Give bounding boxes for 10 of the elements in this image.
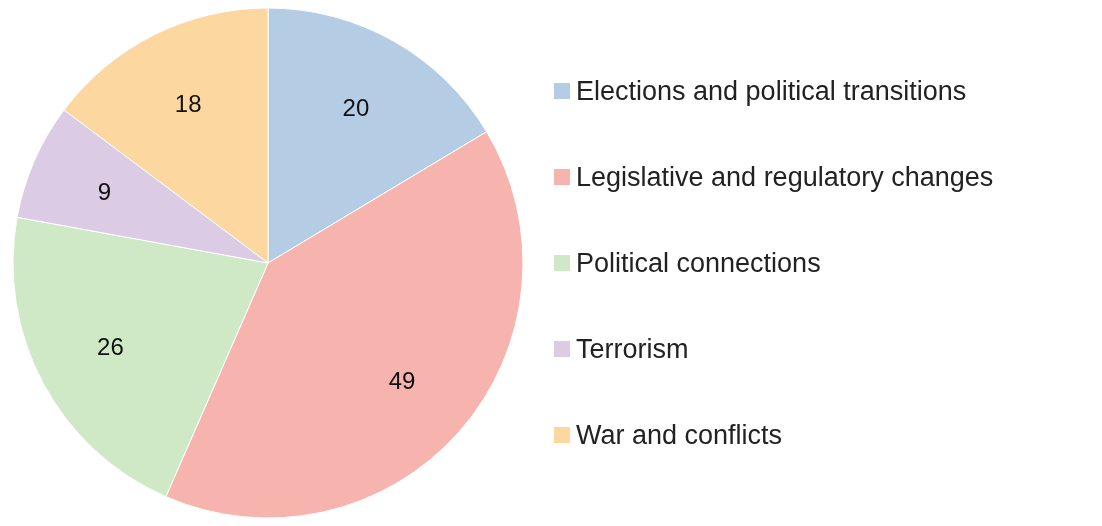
legend-label: Political connections	[576, 247, 821, 279]
data-label: 20	[342, 94, 370, 122]
legend-label: Elections and political transitions	[576, 75, 967, 107]
data-label: 49	[388, 367, 416, 395]
data-label: 18	[174, 89, 202, 117]
legend-label: Terrorism	[576, 333, 689, 365]
data-label: 9	[97, 178, 112, 206]
legend-label: Legislative and regulatory changes	[576, 161, 994, 193]
legend-label: War and conflicts	[576, 419, 783, 451]
data-label: 26	[97, 333, 124, 361]
